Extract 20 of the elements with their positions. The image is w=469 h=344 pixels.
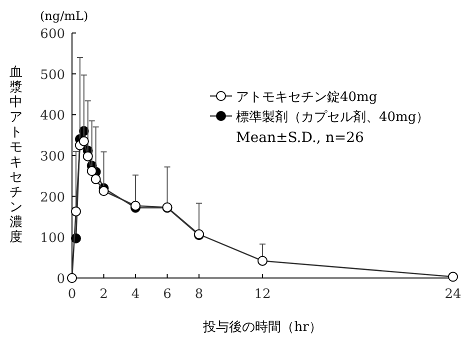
x-tick-label: 0 bbox=[68, 287, 76, 302]
y-tick-label: 500 bbox=[40, 68, 65, 83]
x-axis-title: 投与後の時間（hr） bbox=[202, 320, 322, 335]
y-tick-label: 300 bbox=[40, 150, 65, 164]
x-tick-label: 12 bbox=[254, 287, 271, 302]
x-tick-label: 8 bbox=[194, 287, 204, 302]
text: (ng/mL) bbox=[40, 9, 88, 23]
y-tick-label: 400 bbox=[40, 108, 65, 124]
legend-label: アトモキセチン錠40mg bbox=[236, 90, 378, 105]
y-tick-label: 200 bbox=[40, 190, 65, 206]
x-tick-label: 2 bbox=[100, 287, 108, 302]
text: 血漿中アトモキセチン濃度 bbox=[10, 65, 22, 245]
y-tick-label: 0 bbox=[56, 272, 65, 287]
y-tick-label: 100 bbox=[40, 231, 65, 246]
x-tick-label: 4 bbox=[131, 287, 140, 302]
y-tick-label: 600 bbox=[40, 27, 65, 42]
legend-label: 標準製剤（カプセル剤、40mg） bbox=[236, 110, 430, 125]
x-tick-label: 6 bbox=[163, 287, 172, 302]
annotation: Mean±S.D., n=26 bbox=[236, 130, 364, 146]
x-tick-label: 24 bbox=[444, 287, 462, 302]
